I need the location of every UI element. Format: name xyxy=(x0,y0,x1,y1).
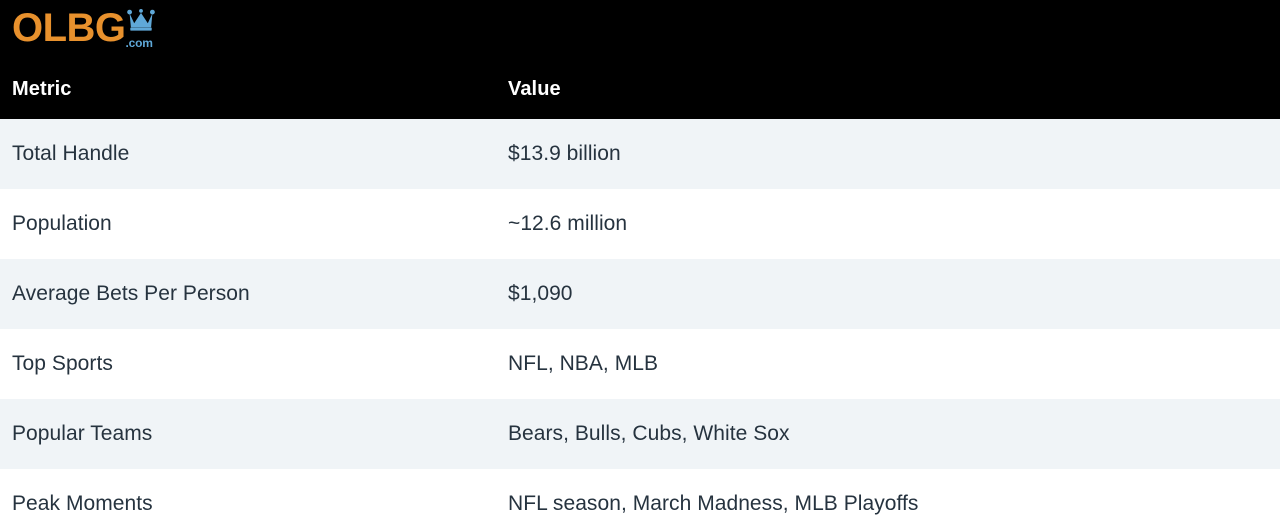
table-row: Population ~12.6 million xyxy=(0,189,1280,259)
cell-value: $1,090 xyxy=(508,282,573,305)
cell-metric: Peak Moments xyxy=(12,492,153,515)
cell-value: Bears, Bulls, Cubs, White Sox xyxy=(508,422,790,445)
olbg-logo[interactable]: OLBG .com xyxy=(12,6,158,52)
crown-icon xyxy=(126,9,155,31)
table-body: Total Handle $13.9 billion Population ~1… xyxy=(0,119,1280,529)
cell-value: NFL, NBA, MLB xyxy=(508,352,659,375)
black-header-band xyxy=(0,0,1280,119)
cell-value: $13.9 billion xyxy=(508,142,621,165)
cell-value: ~12.6 million xyxy=(508,212,628,235)
cell-value: NFL season, March Madness, MLB Playoffs xyxy=(508,492,919,515)
cell-metric: Population xyxy=(12,212,112,235)
column-header-metric: Metric xyxy=(12,78,72,100)
logo-mark: .com xyxy=(124,6,158,50)
logo-wordmark: OLBG xyxy=(12,6,126,50)
cell-metric: Average Bets Per Person xyxy=(12,282,250,305)
cell-metric: Top Sports xyxy=(12,352,113,375)
table-row: Total Handle $13.9 billion xyxy=(0,119,1280,189)
cell-metric: Total Handle xyxy=(12,142,130,165)
column-header-value: Value xyxy=(508,78,561,100)
table-header-row: Metric Value xyxy=(0,60,1280,119)
table-row: Average Bets Per Person $1,090 xyxy=(0,259,1280,329)
table-head: Metric Value xyxy=(0,60,1280,119)
metrics-table: Metric Value Total Handle $13.9 billion … xyxy=(0,60,1280,529)
table-row: Peak Moments NFL season, March Madness, … xyxy=(0,469,1280,529)
table-row: Top Sports NFL, NBA, MLB xyxy=(0,329,1280,399)
logo-tld: .com xyxy=(125,36,153,50)
table-row: Popular Teams Bears, Bulls, Cubs, White … xyxy=(0,399,1280,469)
cell-metric: Popular Teams xyxy=(12,422,153,445)
